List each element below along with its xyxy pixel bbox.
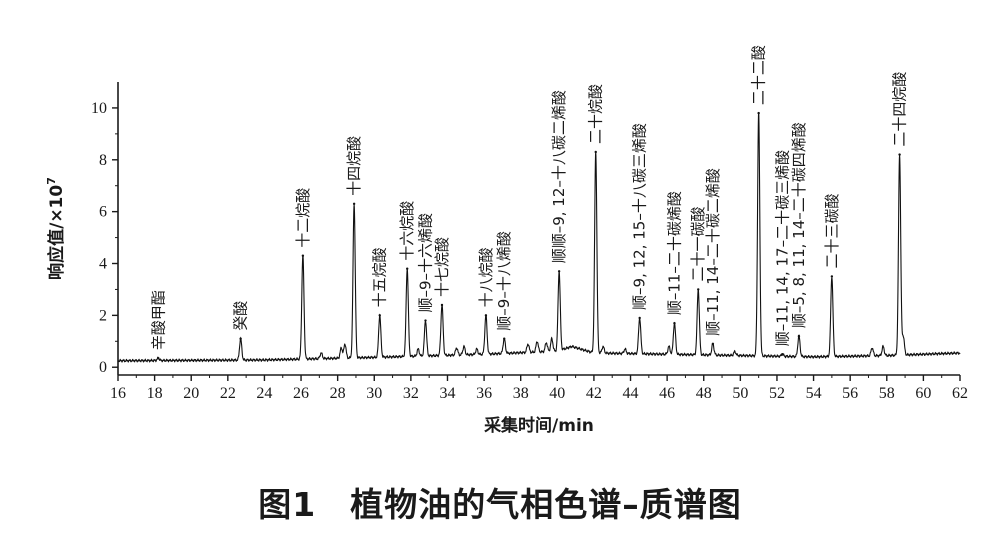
x-tick-label: 18 [147, 385, 163, 402]
peak-label: 二十一碳酸 [689, 206, 707, 281]
peak-apex [898, 153, 901, 156]
y-axis-title-exponent: 7 [45, 177, 58, 185]
x-tick-label: 32 [403, 385, 419, 402]
peak-apex [757, 111, 760, 115]
x-tick-label: 34 [439, 385, 455, 402]
peak-label: 顺–5, 8, 11, 14–二十碳四烯酸 [790, 122, 808, 328]
peak-apex [781, 353, 784, 356]
x-tick-label: 40 [549, 385, 565, 402]
peak-label: 顺–9–十六烯酸 [417, 213, 435, 313]
x-tick-label: 42 [586, 385, 602, 402]
peak-apex [440, 303, 444, 307]
peak-apex [830, 275, 834, 278]
x-tick-label: 54 [806, 385, 822, 402]
x-tick-label: 46 [659, 385, 675, 402]
x-tick-label: 36 [476, 385, 492, 402]
peak-label: 十五烷酸 [371, 247, 389, 307]
x-tick-label: 58 [879, 385, 895, 402]
peak-apex [352, 202, 356, 206]
peak-label: 顺–11, 14, 17–二十碳三烯酸 [773, 150, 791, 346]
x-tick-label: 50 [732, 385, 748, 402]
peak-apex [484, 314, 488, 317]
figure-caption: 图1 植物油的气相色谱–质谱图 [258, 485, 742, 524]
x-tick-label: 30 [366, 385, 382, 402]
x-tick-label: 28 [330, 385, 346, 402]
chromatogram-trace [117, 112, 961, 363]
peak-apex [797, 334, 801, 338]
peak-apex [406, 267, 409, 270]
peak-label: 二十烷酸 [587, 84, 605, 144]
x-tick-label: 16 [110, 385, 126, 402]
peak-label: 十四烷酸 [345, 136, 363, 196]
y-tick-label: 0 [99, 359, 107, 376]
y-tick-label: 6 [99, 204, 107, 221]
peak-apex [711, 342, 715, 346]
y-tick-label: 2 [99, 307, 107, 324]
x-tick-label: 62 [952, 385, 968, 402]
peak-label: 十二烷酸 [294, 188, 312, 248]
x-tick-label: 24 [256, 385, 272, 402]
peak-label: 顺–9–十八烯酸 [495, 231, 513, 331]
peak-label: 顺顺–9, 12–十八碳二烯酸 [550, 90, 568, 263]
plot-area: 16 18 20 22 24 26 28 30 32 34 36 38 40 42 44 46 48 50 52 54… [91, 45, 968, 402]
peak-apex [239, 337, 242, 340]
y-tick-label: 4 [99, 256, 107, 273]
peak-apex [638, 316, 641, 320]
peak-apex [697, 288, 700, 291]
x-tick-label: 22 [220, 385, 236, 402]
peak-label: 辛酸甲酯 [149, 290, 167, 350]
x-tick-label: 20 [183, 385, 199, 402]
y-axis-title-text: 响应值/×10 [46, 185, 67, 280]
x-tick-label: 38 [513, 385, 529, 402]
x-tick-label: 56 [842, 385, 858, 402]
peak-apex [673, 321, 676, 325]
peak-label: 十六烷酸 [398, 201, 416, 261]
x-tick-label: 48 [696, 385, 712, 402]
x-axis-title: 采集时间/min [483, 415, 594, 436]
x-tick-label: 26 [293, 385, 309, 402]
peak-label: 二十二酸 [750, 45, 768, 105]
peak-label: 顺–11–二十碳烯酸 [665, 191, 683, 315]
peak-label: 顺–9, 12, 15–十八碳三烯酸 [631, 123, 649, 310]
y-tick-label: 8 [99, 152, 107, 169]
peak-apex [557, 270, 561, 273]
peak-apex [157, 356, 160, 360]
peak-label: 二十四烷酸 [891, 72, 909, 147]
y-tick-label: 10 [91, 100, 107, 117]
chromatogram-chart: 16 18 20 22 24 26 28 30 32 34 36 38 40 42 44 46 48 50 52 54… [45, 45, 968, 436]
y-axis-title: 响应值/×107 [45, 177, 67, 280]
x-axis-title-text: 采集时间/min [483, 415, 594, 436]
peak-apex [378, 314, 381, 317]
x-tick-label: 60 [915, 385, 931, 402]
peak-apex [424, 319, 427, 322]
peak-label: 十七烷酸 [433, 237, 451, 297]
x-tick-label: 44 [623, 385, 639, 402]
peak-label: 十八烷酸 [477, 247, 495, 307]
peak-apex [594, 150, 597, 154]
x-tick-label: 52 [769, 385, 785, 402]
peak-label: 癸酸 [232, 301, 250, 331]
peak-apex [503, 337, 506, 340]
peak-apex [301, 254, 305, 257]
peak-label: 顺–11, 14–二十碳二烯酸 [704, 168, 722, 336]
peak-label: 二十三碳酸 [823, 193, 841, 268]
